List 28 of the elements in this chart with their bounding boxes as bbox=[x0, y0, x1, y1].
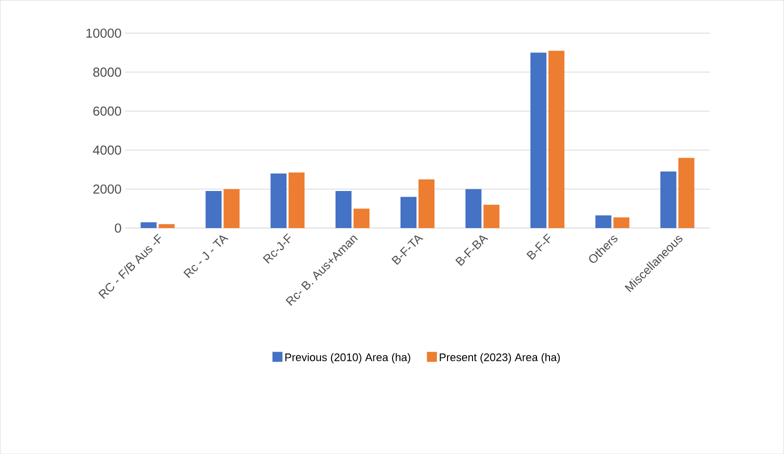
bar bbox=[483, 204, 500, 228]
bar bbox=[418, 179, 434, 228]
bar bbox=[678, 158, 694, 228]
bar bbox=[206, 190, 222, 228]
bar bbox=[465, 189, 482, 228]
y-tick-label: 0 bbox=[114, 223, 122, 233]
bar bbox=[336, 190, 352, 228]
bar bbox=[224, 189, 240, 228]
bar bbox=[354, 208, 370, 228]
y-tick-label: 2000 bbox=[93, 184, 122, 194]
bar bbox=[660, 171, 676, 228]
legend-label: Previous (2010) Area (ha) bbox=[285, 353, 410, 364]
bar bbox=[613, 217, 630, 228]
y-tick-label: 6000 bbox=[93, 106, 122, 116]
y-tick-label: 8000 bbox=[93, 67, 122, 77]
bar bbox=[595, 215, 612, 228]
x-tick-label: RC - F/B Aus -F bbox=[98, 234, 161, 299]
y-tick-label: 4000 bbox=[93, 145, 122, 155]
bar bbox=[288, 172, 305, 228]
x-tick-label: Rc - J - TA bbox=[183, 235, 228, 278]
bar bbox=[530, 52, 546, 228]
bar bbox=[158, 224, 175, 228]
bar bbox=[270, 173, 287, 228]
bar bbox=[140, 222, 157, 228]
legend-label: Present (2023) Area (ha) bbox=[440, 353, 560, 364]
bar bbox=[400, 196, 416, 228]
bar bbox=[548, 50, 564, 228]
y-tick-label: 10000 bbox=[86, 28, 122, 38]
